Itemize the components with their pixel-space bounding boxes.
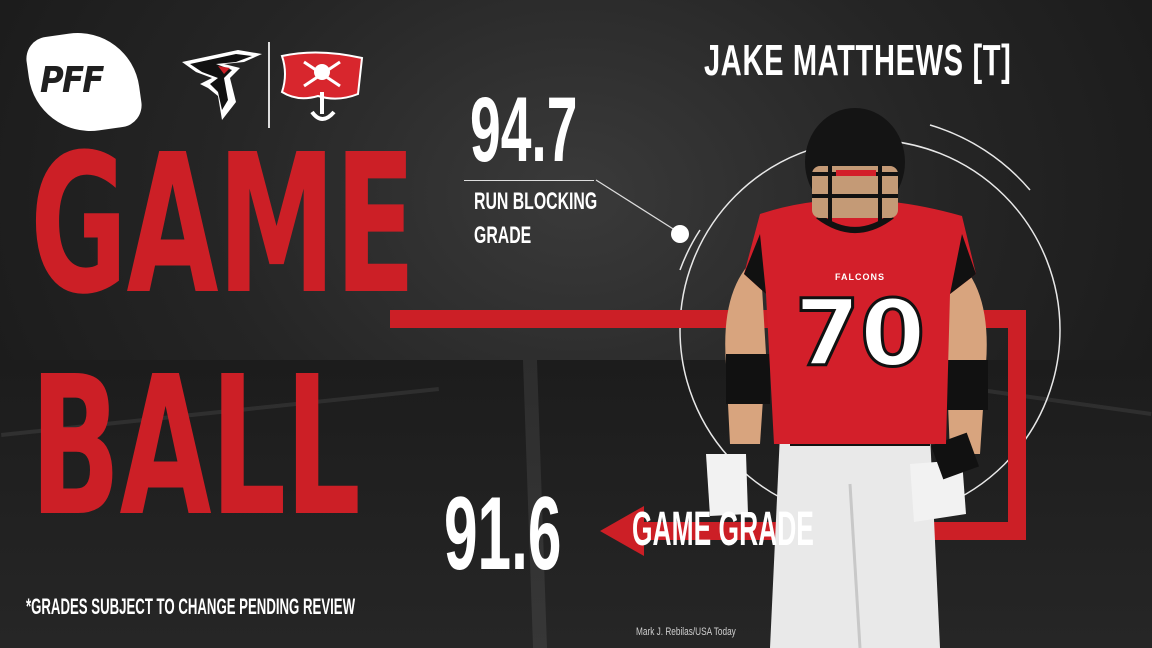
arrow-icon (600, 506, 644, 556)
pff-logo-text: PFF (40, 60, 104, 101)
buccaneers-logo-icon (280, 51, 364, 121)
jersey-number: 70 (793, 279, 927, 389)
player-photo (706, 108, 988, 648)
run-blocking-grade-value: 94.7 (470, 79, 578, 181)
photo-credit: Mark J. Rebilas/USA Today (636, 626, 736, 638)
callout-pointer (595, 179, 689, 243)
disclaimer-text: *GRADES SUBJECT TO CHANGE PENDING REVIEW (26, 594, 356, 619)
run-blocking-grade-label: GRADE (474, 222, 532, 249)
falcons-logo-icon (182, 50, 262, 120)
jersey-team-name: FALCONS (835, 272, 886, 282)
headline-game: GAME (30, 114, 416, 337)
run-blocking-grade-label: RUN BLOCKING (474, 188, 598, 215)
connector-line (1008, 310, 1026, 540)
team-divider (268, 42, 270, 128)
game-grade-label: GAME GRADE (632, 503, 814, 556)
player-name: JAKE MATTHEWS [T] (704, 36, 1012, 85)
game-grade-value: 91.6 (444, 476, 562, 592)
headline-ball: BALL (30, 336, 361, 559)
stat-underline (464, 180, 594, 181)
